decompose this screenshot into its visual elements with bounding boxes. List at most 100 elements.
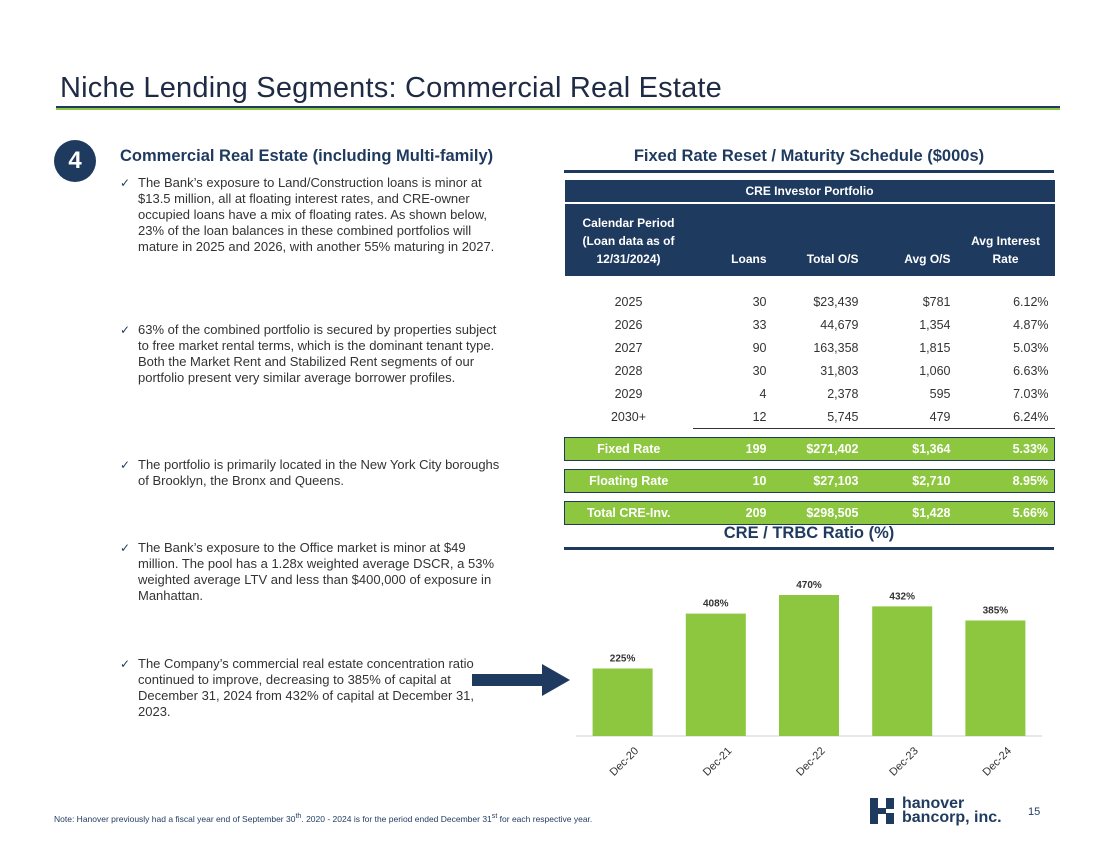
table-cell: 30 [752,363,767,378]
table-cell: 209 [692,501,773,525]
footnote: Note: Hanover previously had a fiscal ye… [54,812,593,824]
x-tick-label: Dec-24 [980,745,1014,779]
table-cell: 199 [692,437,773,461]
check-icon: ✓ [120,541,131,555]
chart-bar [685,613,746,736]
table-cell: 4 [759,386,767,401]
column-header: Avg Interest Rate [956,203,1055,276]
fixed-rate-row: Fixed Rate 199 $271,402 $1,364 5.33% [564,437,1056,461]
chart-bar [965,620,1026,736]
table-cell: 2029 [614,386,643,401]
table-cell: 2,378 [827,386,859,401]
table-cell: 163,358 [813,340,859,355]
check-icon: ✓ [120,458,131,472]
chart-heading-rule [564,547,1054,550]
table-cell: $1,364 [864,437,957,461]
table-row: 2027 90 163,358 1,815 5.03% [565,336,1055,359]
x-tick-label: Dec-21 [701,745,735,779]
data-label: 432% [889,591,915,602]
table-cell: 1,060 [919,363,951,378]
table-cell: $1,428 [864,501,957,525]
section-number-badge: 4 [54,140,96,182]
maturity-schedule-table: CRE Investor Portfolio Calendar Period (… [564,180,1056,525]
table-cell: 5.33% [956,437,1056,461]
table-row: 2026 33 44,679 1,354 4.87% [565,313,1055,336]
x-tick-label: Dec-23 [887,745,921,779]
cre-trbc-bar-chart: 225% Dec-20 408% Dec-21 470% Dec-22 432% Dec-23… [576,580,1042,779]
table-cell: 4.87% [1013,317,1049,332]
chart-bar [872,606,933,736]
table-cell: 10 [692,469,773,493]
bullet-item: ✓ The Bank’s exposure to the Office mark… [120,540,500,604]
data-label: 408% [703,599,729,610]
schedule-heading-rule [564,170,1054,173]
table-cell: $2,710 [864,469,957,493]
column-header: Avg O/S [864,203,957,276]
table-cell: $781 [922,294,951,309]
table-cell: $23,439 [813,294,859,309]
table-cell: 2028 [614,363,643,378]
hanover-logo-icon [870,798,894,824]
data-label: 470% [796,580,822,591]
table-cell: Fixed Rate [564,437,693,461]
table-caption-row: CRE Investor Portfolio [564,180,1055,204]
table-cell: 5,745 [772,405,865,429]
chart-bar [592,668,653,736]
table-cell: 479 [864,405,957,429]
table-cell: 6.12% [1013,294,1049,309]
bullet-item: ✓ 63% of the combined portfolio is secur… [120,322,500,386]
bullet-text: 63% of the combined portfolio is secured… [138,322,497,385]
table-cell: 5.66% [956,501,1056,525]
x-tick-label: Dec-22 [794,745,828,779]
bullet-item: ✓ The Bank’s exposure to Land/Constructi… [120,175,500,255]
table-cell: 7.03% [1013,386,1049,401]
table-cell: Total CRE-Inv. [564,501,693,525]
table-cell: 2030+ [610,409,647,424]
data-label: 225% [610,654,636,665]
table-cell: $298,505 [772,501,865,525]
table-cell: 8.95% [956,469,1056,493]
data-label: 385% [983,606,1009,617]
table-cell: 90 [752,340,767,355]
title-divider [56,106,1060,108]
table-cell: Floating Rate [564,469,693,493]
table-cell: 1,815 [919,340,951,355]
bullet-text: The Company’s commercial real estate con… [138,656,475,719]
table-cell: 2027 [614,340,643,355]
table-cell: 2026 [614,317,643,332]
table-cell: 1,354 [919,317,951,332]
table-row: 2028 30 31,803 1,060 6.63% [565,359,1055,382]
right-arrow-icon [472,664,570,696]
chart-title: CRE / TRBC Ratio (%) [723,524,895,542]
table-cell: 33 [752,317,767,332]
bullet-text: The Bank’s exposure to the Office market… [138,540,495,603]
table-cell: 595 [929,386,951,401]
x-tick-label: Dec-20 [608,745,642,779]
table-caption: CRE Investor Portfolio [564,180,1055,204]
table-cell: 2025 [614,294,643,309]
table-cell: 6.24% [956,405,1055,429]
bullet-item: ✓ The Company’s commercial real estate c… [120,656,500,720]
section-heading: Commercial Real Estate (including Multi-… [120,147,494,165]
table-cell: 30 [752,294,767,309]
table-cell: 12 [692,405,773,429]
table-cell: 5.03% [1013,340,1049,355]
total-row: Total CRE-Inv. 209 $298,505 $1,428 5.66% [564,501,1056,525]
bullet-text: The Bank’s exposure to Land/Construction… [138,175,495,254]
table-header-row: Calendar Period (Loan data as of 12/31/2… [564,203,1055,276]
check-icon: ✓ [120,323,131,337]
column-header: Calendar Period (Loan data as of 12/31/2… [564,203,693,276]
page-number: 15 [1028,806,1041,818]
table-row: 2030+ 12 5,745 479 6.24% [565,405,1055,429]
column-header: Total O/S [772,203,865,276]
bullet-text: The portfolio is primarily located in th… [138,457,500,488]
chart-bar [779,595,839,736]
bullet-item: ✓ The portfolio is primarily located in … [120,457,500,489]
table-cell: 44,679 [820,317,859,332]
check-icon: ✓ [120,657,131,671]
table-cell: 31,803 [820,363,859,378]
logo-wordmark: hanover bancorp, inc. [902,795,1002,826]
table-row: 2025 30 $23,439 $781 6.12% [565,290,1055,313]
schedule-heading: Fixed Rate Reset / Maturity Schedule ($0… [633,147,985,165]
title-divider-accent [56,108,1060,110]
